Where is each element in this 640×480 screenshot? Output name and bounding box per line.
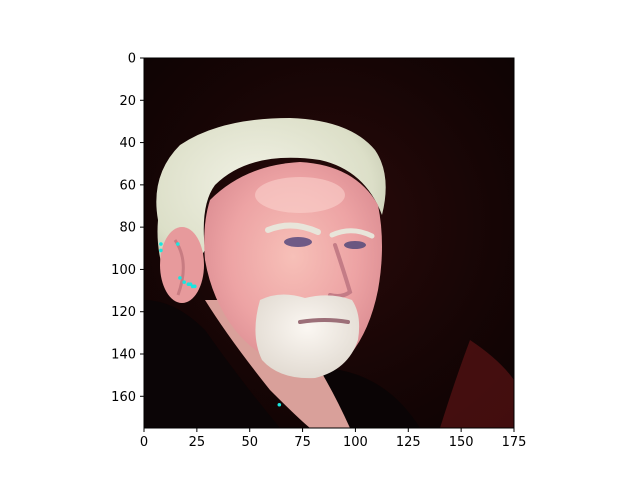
photo-forehead-highlight [255, 177, 345, 213]
y-tick-label: 80 [119, 221, 136, 236]
y-tick-label: 120 [111, 305, 136, 320]
photo-eye-right [344, 241, 366, 249]
x-tick-label: 100 [343, 435, 368, 450]
photo-clothing [144, 300, 280, 428]
x-tick-label: 25 [189, 435, 206, 450]
marker-point [277, 402, 282, 407]
photo-eyebrow-right [329, 228, 375, 239]
photo-beard [255, 294, 360, 379]
photo-hair [156, 118, 386, 290]
y-tick-label: 160 [111, 390, 136, 405]
marker-point [182, 280, 186, 284]
x-tick-label: 0 [140, 435, 148, 450]
axes-frame [143, 57, 515, 429]
y-tick-label: 40 [119, 136, 136, 151]
photo-eye-left [284, 237, 312, 247]
x-tick-label: 75 [294, 435, 311, 450]
marker-point [159, 242, 163, 246]
marker-point [159, 248, 163, 253]
marker-layer [159, 242, 282, 407]
marker-point [178, 276, 182, 280]
marker-point [176, 242, 180, 246]
photo-background-glow [440, 340, 514, 428]
x-tick-label: 50 [241, 435, 258, 450]
y-tick-label: 140 [111, 348, 136, 363]
y-axis: 0 20 40 60 80 100 120 140 160 [111, 52, 144, 405]
x-tick-label: 125 [396, 435, 421, 450]
y-tick-label: 0 [128, 52, 136, 67]
x-tick-label: 150 [449, 435, 474, 450]
y-tick-label: 100 [111, 263, 136, 278]
photo-mouth [298, 318, 350, 324]
y-tick-label: 20 [119, 94, 136, 109]
marker-point [192, 284, 197, 289]
photo-nose [328, 243, 353, 298]
y-tick-label: 60 [119, 178, 136, 193]
portrait-photo [144, 58, 514, 428]
x-axis: 0 25 50 75 100 125 150 175 [140, 428, 527, 450]
photo-eyebrow-left [265, 222, 321, 235]
x-tick-label: 175 [502, 435, 527, 450]
